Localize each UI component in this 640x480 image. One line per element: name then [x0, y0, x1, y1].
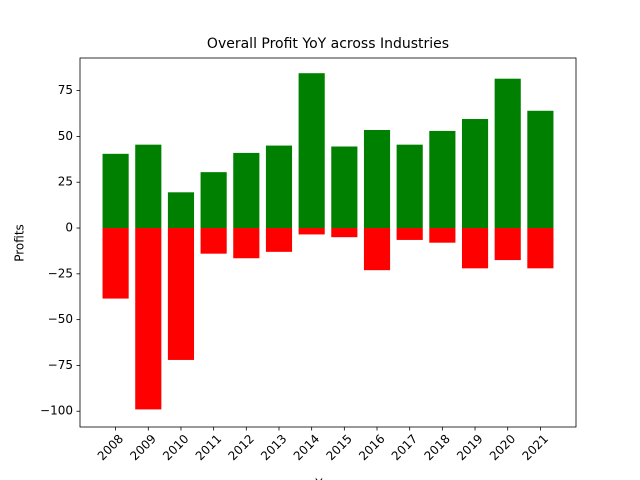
bar [102, 228, 129, 299]
bar [233, 228, 260, 259]
bar [265, 228, 293, 252]
y-tick-label: −25 [48, 266, 73, 280]
y-tick-label: −75 [48, 358, 73, 372]
bar [494, 78, 521, 229]
y-tick-label: −100 [40, 404, 73, 418]
bar [167, 228, 195, 360]
bar [102, 153, 129, 229]
y-tick-label: 0 [65, 221, 73, 235]
bar [135, 228, 162, 410]
y-tick-label: 50 [58, 129, 73, 143]
y-tick-label: 75 [58, 83, 73, 97]
bar [429, 130, 456, 229]
plot-frame [79, 57, 577, 428]
bar [363, 228, 391, 271]
x-axis-label: Year [314, 477, 340, 480]
bar [265, 145, 293, 229]
bar [527, 110, 554, 229]
bar [167, 192, 195, 229]
chart-title: Overall Profit YoY across Industries [207, 36, 449, 52]
bar [494, 228, 521, 261]
bar [298, 228, 325, 235]
bar [429, 228, 456, 243]
bar [331, 146, 358, 229]
bar [200, 228, 227, 254]
bar [233, 152, 260, 229]
bar [461, 119, 489, 229]
bar [135, 144, 162, 229]
y-tick-label: 25 [58, 175, 73, 189]
bar [363, 130, 391, 229]
bar [298, 73, 325, 229]
bar [396, 144, 423, 229]
bar [461, 228, 489, 269]
bar [200, 172, 227, 229]
y-axis-label: Profits [13, 224, 27, 262]
y-tick-label: −50 [48, 312, 73, 326]
bar [331, 228, 358, 238]
bar [527, 228, 554, 269]
bar [396, 228, 423, 240]
